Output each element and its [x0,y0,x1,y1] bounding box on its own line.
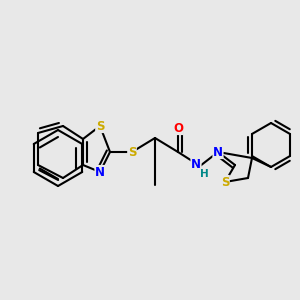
Text: S: S [96,119,104,133]
Text: N: N [95,166,105,178]
Text: N: N [213,146,223,158]
Text: S: S [128,146,136,158]
Text: O: O [173,122,183,134]
Text: S: S [221,176,229,188]
Text: N: N [191,158,201,170]
Text: H: H [200,169,208,179]
